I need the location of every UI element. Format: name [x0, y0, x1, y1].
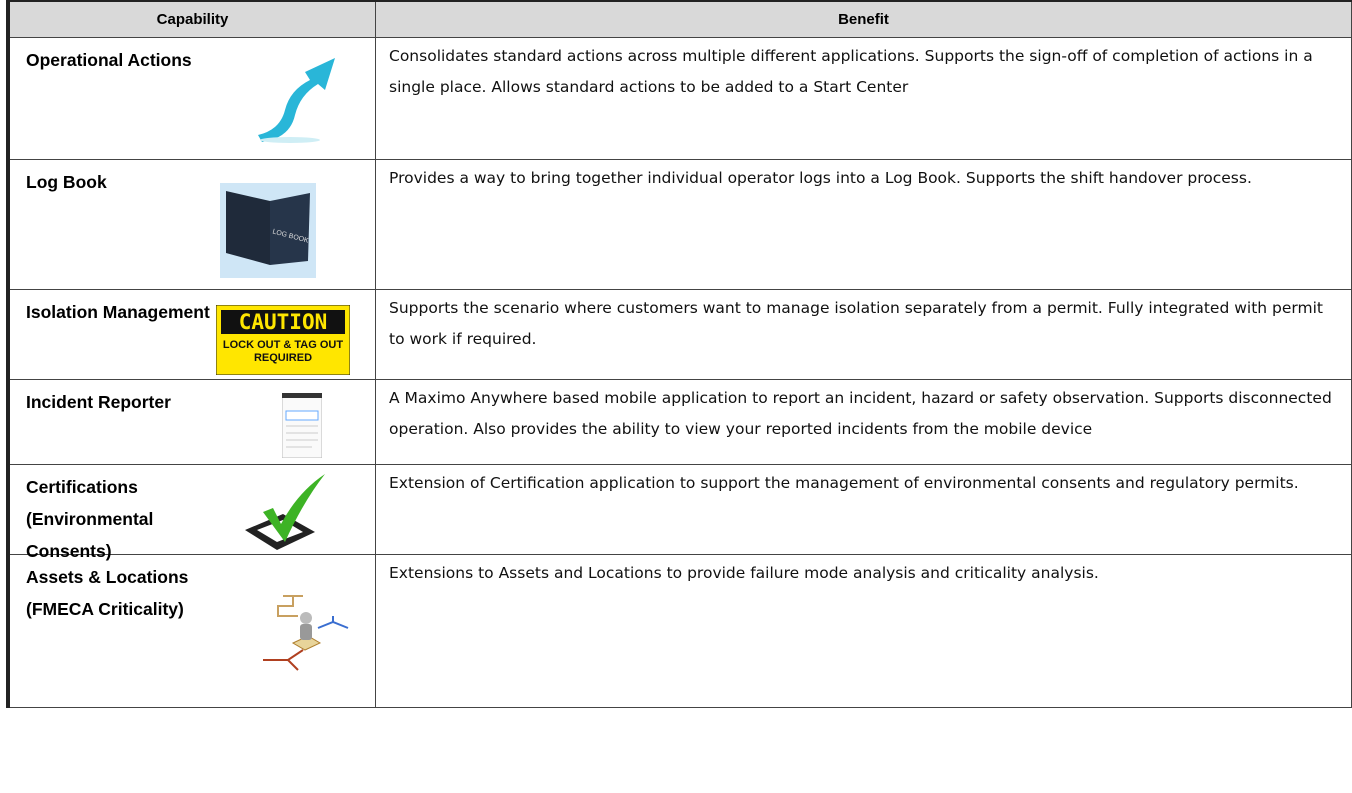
diagram-icon [263, 595, 349, 671]
header-cell: Benefit [376, 2, 1352, 38]
checkmark-icon [245, 474, 325, 550]
capability-cell: Log Book [10, 160, 376, 290]
phone-icon [282, 393, 322, 458]
log-book-icon: LOG BOOK [220, 183, 316, 278]
capability-text: Isolation Management [26, 302, 210, 322]
benefit-cell: Extensions to Assets and Locations to pr… [376, 555, 1352, 708]
benefit-cell: Extension of Certification application t… [376, 465, 1352, 555]
capability-text: Assets & Locations (FMECA Criticality) [26, 567, 189, 619]
left-border [6, 0, 10, 708]
capability-text: Incident Reporter [26, 392, 171, 412]
capability-cell: Isolation Management [10, 290, 376, 380]
capability-cell: Certifications (Environmental Consents) [10, 465, 376, 561]
benefit-cell: Provides a way to bring together individ… [376, 160, 1352, 290]
capability-cell: Assets & Locations (FMECA Criticality) [10, 555, 376, 708]
capability-cell: Operational Actions [10, 38, 376, 160]
capability-text: Operational Actions [26, 50, 192, 70]
icon-text: LOCK OUT & TAG OUT REQUIRED [222, 339, 344, 364]
benefit-cell: Consolidates standard actions across mul… [376, 38, 1352, 160]
capability-text: Certifications (Environmental Consents) [26, 477, 154, 561]
capability-text: Log Book [26, 172, 107, 192]
caution-icon: CAUTION LOCK OUT & TAG OUT REQUIRED [216, 305, 350, 375]
benefit-cell: A Maximo Anywhere based mobile applicati… [376, 380, 1352, 465]
header-cell: Capability [10, 2, 376, 38]
icon-text: CAUTION [239, 310, 328, 334]
capability-cell: Incident Reporter [10, 380, 376, 465]
arrow-icon [258, 58, 335, 143]
benefit-cell: Supports the scenario where customers wa… [376, 290, 1352, 380]
top-border [6, 0, 1352, 2]
